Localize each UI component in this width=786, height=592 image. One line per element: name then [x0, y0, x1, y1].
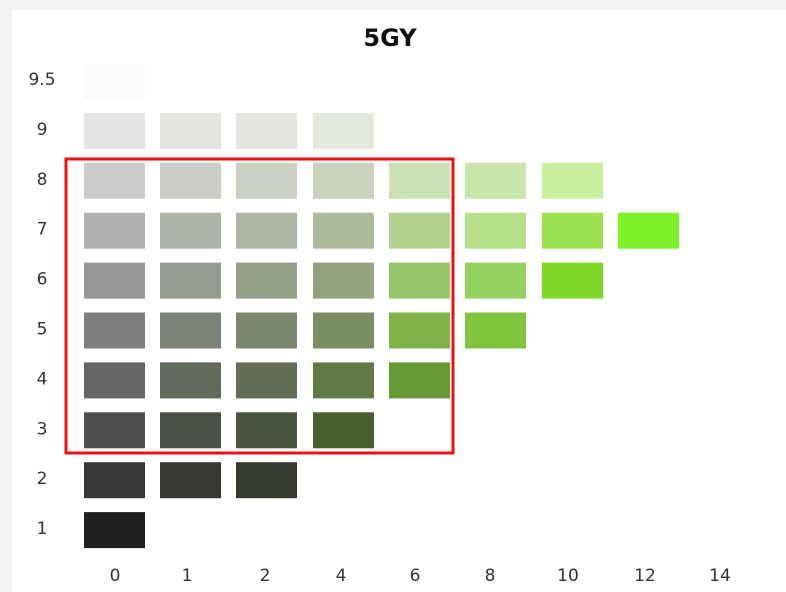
row-label: 6 [37, 270, 48, 290]
column-label: 8 [485, 566, 496, 586]
column-label: 4 [336, 566, 347, 586]
swatch [236, 262, 297, 299]
swatch [389, 312, 450, 349]
swatch [236, 412, 297, 449]
row-label: 5 [37, 320, 48, 340]
row-label: 1 [37, 519, 48, 539]
chart-title: 5GY [363, 24, 417, 52]
swatch [236, 212, 297, 249]
swatch [84, 512, 145, 549]
swatch [313, 262, 374, 299]
swatch [236, 362, 297, 399]
row-label: 9.5 [28, 70, 55, 90]
swatch [465, 312, 526, 349]
swatch [313, 212, 374, 249]
column-label: 2 [260, 566, 271, 586]
swatch [160, 312, 221, 349]
swatch [84, 412, 145, 449]
swatch [389, 262, 450, 299]
swatch [84, 362, 145, 399]
row-label: 3 [37, 419, 48, 439]
swatch [84, 462, 145, 499]
swatch [84, 262, 145, 299]
swatch [389, 212, 450, 249]
swatch [236, 162, 297, 199]
swatch [160, 212, 221, 249]
column-label: 6 [410, 566, 421, 586]
row-label: 2 [37, 469, 48, 489]
column-label: 12 [634, 566, 656, 586]
swatch [84, 63, 145, 99]
swatch [389, 162, 450, 199]
column-label: 10 [557, 566, 579, 586]
swatch [236, 112, 297, 149]
swatch [84, 112, 145, 149]
swatch [313, 362, 374, 399]
column-label: 14 [709, 566, 731, 586]
swatch [84, 212, 145, 249]
swatch [618, 212, 679, 249]
swatch [465, 162, 526, 199]
row-label: 8 [37, 170, 48, 190]
column-label: 1 [182, 566, 193, 586]
swatch [160, 362, 221, 399]
swatch [84, 312, 145, 349]
swatch [542, 162, 603, 199]
swatch [465, 262, 526, 299]
swatch [313, 312, 374, 349]
swatch [160, 112, 221, 149]
swatch [389, 362, 450, 399]
swatch [542, 262, 603, 299]
row-label: 7 [37, 220, 48, 240]
swatch [313, 112, 374, 149]
row-label: 4 [37, 369, 48, 389]
swatch [160, 162, 221, 199]
swatch [542, 212, 603, 249]
swatch [160, 412, 221, 449]
swatch [313, 412, 374, 449]
swatch [313, 162, 374, 199]
highlight-box [64, 157, 455, 455]
swatch [160, 462, 221, 499]
swatch [84, 162, 145, 199]
swatch [236, 312, 297, 349]
swatch [160, 262, 221, 299]
swatch [236, 462, 297, 499]
swatch [465, 212, 526, 249]
row-label: 9 [37, 120, 48, 140]
column-label: 0 [110, 566, 121, 586]
